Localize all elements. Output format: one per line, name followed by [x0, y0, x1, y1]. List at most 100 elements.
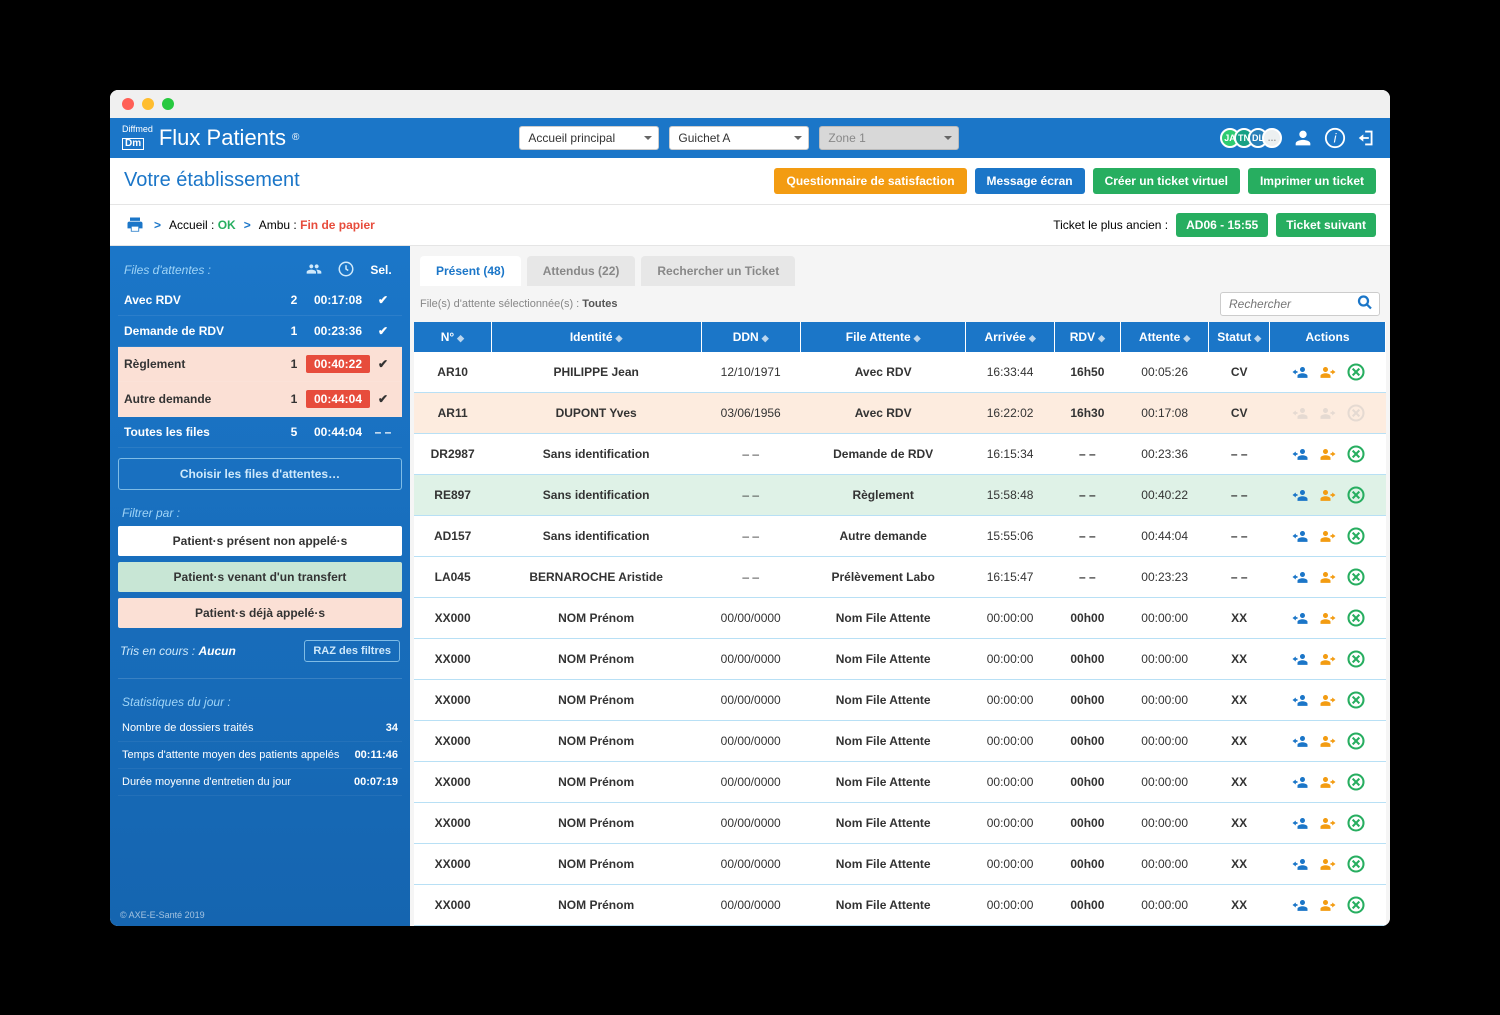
satisfaction-button[interactable]: Questionnaire de satisfaction: [774, 168, 966, 194]
queue-row[interactable]: Avec RDV200:17:08✔: [118, 285, 402, 316]
filter-present[interactable]: Patient·s présent non appelé·s: [118, 526, 402, 556]
call-in-icon[interactable]: [1290, 772, 1310, 792]
mac-minimize-button[interactable]: [142, 98, 154, 110]
transfer-icon[interactable]: [1318, 608, 1338, 628]
user-badges[interactable]: JA TN DL …: [1220, 128, 1282, 148]
transfer-icon[interactable]: [1318, 813, 1338, 833]
app-logo: Diffmed Dm Flux Patients ®: [122, 125, 299, 151]
call-in-icon[interactable]: [1290, 813, 1310, 833]
transfer-icon[interactable]: [1318, 772, 1338, 792]
table-row[interactable]: AR10PHILIPPE Jean12/10/1971Avec RDV16:33…: [414, 352, 1386, 393]
table-row[interactable]: XX000NOM Prénom00/00/0000Nom File Attent…: [414, 679, 1386, 720]
cancel-icon[interactable]: [1346, 444, 1366, 464]
counter-select[interactable]: Guichet A: [669, 126, 809, 150]
call-in-icon[interactable]: [1290, 731, 1310, 751]
cell-actions: [1270, 802, 1386, 843]
user-icon[interactable]: [1292, 127, 1314, 149]
call-in-icon[interactable]: [1290, 526, 1310, 546]
search-icon[interactable]: [1356, 293, 1374, 314]
cell-wait: 00:00:00: [1121, 884, 1209, 925]
virtual-ticket-button[interactable]: Créer un ticket virtuel: [1093, 168, 1240, 194]
call-in-icon[interactable]: [1290, 485, 1310, 505]
table-row[interactable]: AR11DUPONT Yves03/06/1956Avec RDV16:22:0…: [414, 392, 1386, 433]
cancel-icon[interactable]: [1346, 854, 1366, 874]
table-row[interactable]: XX000NOM Prénom00/00/0000Nom File Attent…: [414, 638, 1386, 679]
cancel-icon[interactable]: [1346, 567, 1366, 587]
col-num[interactable]: N°◆: [414, 322, 491, 352]
filter-called[interactable]: Patient·s déjà appelé·s: [118, 598, 402, 628]
cancel-icon[interactable]: [1346, 813, 1366, 833]
info-icon[interactable]: i: [1324, 127, 1346, 149]
col-file[interactable]: File Attente◆: [800, 322, 966, 352]
transfer-icon[interactable]: [1318, 362, 1338, 382]
choose-queues-button[interactable]: Choisir les files d'attentes…: [118, 458, 402, 490]
cancel-icon[interactable]: [1346, 608, 1366, 628]
table-row[interactable]: XX000NOM Prénom00/00/0000Nom File Attent…: [414, 802, 1386, 843]
table-row[interactable]: XX000NOM Prénom00/00/0000Nom File Attent…: [414, 884, 1386, 925]
reset-filters-button[interactable]: RAZ des filtres: [304, 640, 400, 662]
stat-value: 00:07:19: [354, 776, 398, 788]
tab-present[interactable]: Présent (48): [420, 256, 521, 286]
table-row[interactable]: XX000NOM Prénom00/00/0000Nom File Attent…: [414, 843, 1386, 884]
table-row[interactable]: XX000NOM Prénom00/00/0000Nom File Attent…: [414, 925, 1386, 926]
col-rdv[interactable]: RDV◆: [1054, 322, 1120, 352]
transfer-icon[interactable]: [1318, 444, 1338, 464]
table-row[interactable]: LA045BERNAROCHE Aristide– –Prélèvement L…: [414, 556, 1386, 597]
table-row[interactable]: XX000NOM Prénom00/00/0000Nom File Attent…: [414, 597, 1386, 638]
call-in-icon[interactable]: [1290, 690, 1310, 710]
location-select[interactable]: Accueil principal: [519, 126, 659, 150]
table-row[interactable]: XX000NOM Prénom00/00/0000Nom File Attent…: [414, 720, 1386, 761]
col-wait[interactable]: Attente◆: [1121, 322, 1209, 352]
transfer-icon[interactable]: [1318, 649, 1338, 669]
cell-identity: NOM Prénom: [491, 597, 701, 638]
cancel-icon[interactable]: [1346, 690, 1366, 710]
cancel-icon[interactable]: [1346, 362, 1366, 382]
col-ddn[interactable]: DDN◆: [701, 322, 800, 352]
next-ticket-button[interactable]: Ticket suivant: [1276, 213, 1376, 237]
table-row[interactable]: AD157Sans identification– –Autre demande…: [414, 515, 1386, 556]
oldest-ticket-chip[interactable]: AD06 - 15:55: [1176, 213, 1268, 237]
transfer-icon[interactable]: [1318, 567, 1338, 587]
table-row[interactable]: XX000NOM Prénom00/00/0000Nom File Attent…: [414, 761, 1386, 802]
filter-transfer[interactable]: Patient·s venant d'un transfert: [118, 562, 402, 592]
call-in-icon[interactable]: [1290, 895, 1310, 915]
cell-status: XX: [1209, 720, 1270, 761]
transfer-icon[interactable]: [1318, 690, 1338, 710]
call-in-icon[interactable]: [1290, 444, 1310, 464]
queue-row[interactable]: Demande de RDV100:23:36✔: [118, 316, 402, 347]
mac-zoom-button[interactable]: [162, 98, 174, 110]
cancel-icon[interactable]: [1346, 895, 1366, 915]
queue-row[interactable]: Règlement100:40:22✔: [118, 347, 402, 382]
call-in-icon[interactable]: [1290, 567, 1310, 587]
cancel-icon[interactable]: [1346, 526, 1366, 546]
transfer-icon[interactable]: [1318, 731, 1338, 751]
cell-actions: [1270, 474, 1386, 515]
call-in-icon[interactable]: [1290, 649, 1310, 669]
print-ticket-button[interactable]: Imprimer un ticket: [1248, 168, 1376, 194]
subheader: Votre établissement Questionnaire de sat…: [110, 158, 1390, 205]
transfer-icon[interactable]: [1318, 854, 1338, 874]
transfer-icon[interactable]: [1318, 526, 1338, 546]
transfer-icon[interactable]: [1318, 895, 1338, 915]
screen-message-button[interactable]: Message écran: [975, 168, 1085, 194]
queues-header: Files d'attentes : Sel.: [118, 256, 402, 285]
col-status[interactable]: Statut◆: [1209, 322, 1270, 352]
logout-icon[interactable]: [1356, 127, 1378, 149]
tab-expected[interactable]: Attendus (22): [527, 256, 636, 286]
cancel-icon[interactable]: [1346, 731, 1366, 751]
call-in-icon[interactable]: [1290, 608, 1310, 628]
queue-row[interactable]: Autre demande100:44:04✔: [118, 382, 402, 417]
col-identity[interactable]: Identité◆: [491, 322, 701, 352]
call-in-icon[interactable]: [1290, 362, 1310, 382]
queue-selected: ✔: [370, 293, 396, 307]
cancel-icon[interactable]: [1346, 485, 1366, 505]
call-in-icon[interactable]: [1290, 854, 1310, 874]
transfer-icon[interactable]: [1318, 485, 1338, 505]
mac-close-button[interactable]: [122, 98, 134, 110]
col-arrival[interactable]: Arrivée◆: [966, 322, 1054, 352]
cancel-icon[interactable]: [1346, 772, 1366, 792]
cancel-icon[interactable]: [1346, 649, 1366, 669]
table-row[interactable]: RE897Sans identification– –Règlement15:5…: [414, 474, 1386, 515]
table-row[interactable]: DR2987Sans identification– –Demande de R…: [414, 433, 1386, 474]
tab-search-ticket[interactable]: Rechercher un Ticket: [641, 256, 795, 286]
